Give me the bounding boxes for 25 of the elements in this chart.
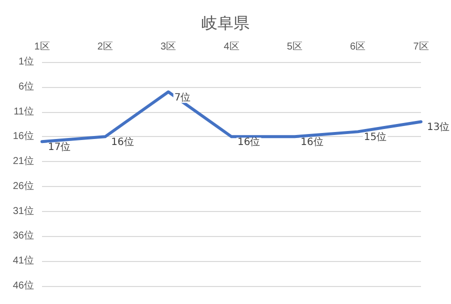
chart-title: 岐阜県 [202,14,250,32]
y-tick-label: 36位 [12,230,34,242]
data-label: 16位 [300,136,324,148]
data-label: 16位 [111,136,134,148]
x-tick-label: 4区 [224,42,240,52]
y-tick-label: 21位 [12,155,34,168]
y-tick-label: 11位 [14,105,34,118]
x-tick-label: 2区 [97,42,113,52]
y-tick-label: 1位 [18,56,34,68]
x-tick-label: 6区 [350,42,366,52]
y-tick-label: 31位 [12,204,34,217]
data-label: 15位 [364,131,387,144]
y-tick-label: 26位 [12,180,34,192]
y-tick-label: 6位 [18,80,34,92]
y-tick-label: 16位 [12,130,34,142]
x-tick-label: 7区 [413,42,429,52]
x-tick-label: 3区 [160,42,176,52]
y-tick-label: 46位 [12,280,34,292]
data-label: 13位 [427,121,450,134]
data-label: 16位 [238,136,260,148]
data-label: 17位 [48,141,71,154]
x-tick-label: 1区 [34,42,50,52]
y-tick-label: 41位 [12,254,34,267]
data-label: 7位 [174,91,191,104]
x-tick-label: 5区 [286,42,302,52]
